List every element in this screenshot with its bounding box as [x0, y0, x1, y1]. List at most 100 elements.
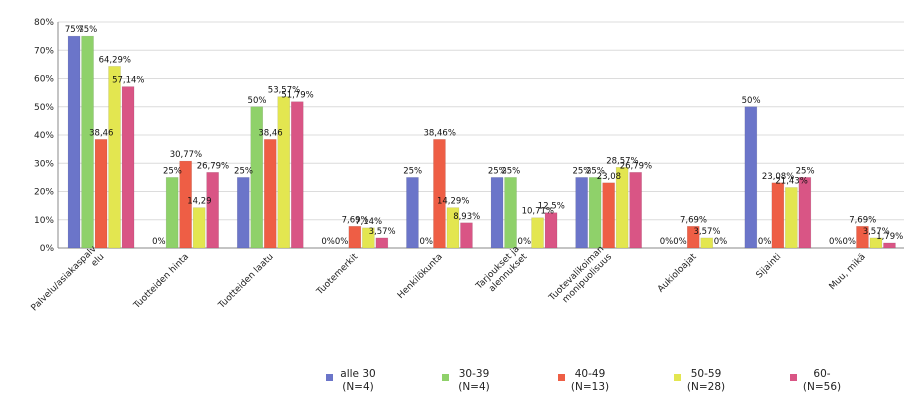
data-label: 26,79% — [197, 161, 229, 171]
data-label: 8,93% — [453, 212, 480, 222]
bar — [375, 237, 389, 249]
legend-label-line: (N=56) — [803, 381, 841, 393]
bar — [81, 35, 94, 249]
bars — [67, 35, 896, 249]
x-category-label: Tarjoukset jaalennukset — [474, 244, 530, 300]
legend-swatch — [558, 374, 565, 381]
bar — [785, 187, 798, 249]
legend-label-line: alle 30 — [340, 368, 375, 380]
legend-label-line: (N=4) — [458, 381, 490, 393]
bar — [206, 172, 219, 249]
bar — [883, 242, 896, 249]
data-label: 0% — [660, 237, 674, 247]
data-label: 28,57% — [606, 156, 638, 166]
bar — [544, 212, 558, 249]
data-label: 53,57% — [268, 86, 300, 96]
data-label: 14,29 — [187, 197, 211, 207]
legend-label-line: (N=28) — [687, 381, 725, 393]
data-label: 57,14% — [112, 76, 144, 86]
legend-label-line: 50-59 — [691, 368, 722, 380]
y-tick-label: 10% — [34, 216, 54, 226]
bar — [446, 207, 460, 249]
data-label: 25% — [234, 166, 253, 176]
bar — [165, 177, 179, 249]
legend-swatch — [442, 374, 449, 381]
data-label: 0% — [842, 237, 856, 247]
bar — [531, 217, 544, 249]
y-tick-label: 30% — [34, 159, 54, 169]
legend-label: alle 30 (N=4) — [340, 368, 375, 393]
bar — [700, 237, 714, 249]
legend-label-line: 60- — [813, 368, 830, 380]
data-label: 0% — [673, 237, 687, 247]
data-label: 0% — [335, 237, 349, 247]
x-category-label: Tuotteiden hinta — [131, 252, 191, 312]
data-label: 7,14% — [355, 217, 382, 227]
data-label: 0% — [518, 237, 532, 247]
legend-label-line: (N=13) — [571, 381, 609, 393]
data-label: 23,08 — [597, 172, 621, 182]
x-category-label: Aukioloajat — [656, 252, 699, 295]
data-label: 50% — [248, 96, 267, 106]
y-axis: 0% 10% 20% 30% 40% 50% 60% 70% 80% — [34, 18, 59, 254]
data-label: 25% — [572, 166, 591, 176]
data-label: 25% — [403, 166, 422, 176]
x-category-label-line: Tuotemerkit — [315, 252, 361, 298]
x-category-label: Muu, mikä — [828, 252, 868, 292]
data-label: 3,57% — [693, 227, 720, 237]
x-category-label-line: Tuotteiden hinta — [131, 252, 191, 312]
bar — [490, 177, 504, 249]
data-label: 10,71% — [522, 207, 554, 217]
y-tick-label: 60% — [34, 75, 54, 85]
data-label: 25% — [796, 166, 815, 176]
y-tick-label: 0% — [40, 244, 55, 254]
bar — [277, 96, 291, 249]
bar — [290, 101, 304, 249]
y-tick-label: 40% — [34, 131, 54, 141]
x-category-label: Palvelu/asiakaspalvelu — [30, 244, 107, 321]
legend: alle 30 (N=4)30-39 (N=4)40-49 (N=13)50-59 (N… — [326, 368, 841, 393]
bar — [263, 139, 277, 249]
y-tick-label: 20% — [34, 188, 54, 198]
x-category-label-line: Sijainti — [755, 252, 784, 281]
bar — [588, 177, 602, 249]
x-category-label: Henkilökunta — [396, 252, 445, 301]
data-label: 25% — [488, 166, 507, 176]
bar — [67, 35, 81, 249]
data-label: 25% — [501, 166, 520, 176]
x-category-label: Tuotemerkit — [315, 252, 361, 298]
data-label: 0% — [829, 237, 843, 247]
bar — [798, 177, 812, 249]
bar — [629, 172, 642, 249]
data-label: 25% — [163, 166, 182, 176]
legend-swatch — [326, 374, 333, 381]
data-label: 75% — [78, 25, 97, 35]
bar — [602, 182, 615, 249]
x-category-label: Tuotevalikoimanmonipuolisuus — [547, 244, 614, 311]
y-tick-label: 80% — [34, 18, 54, 28]
data-labels: 75%75% 38,46 64,29% 57,14% 0% 25% 30,77% 14,29 2… — [65, 25, 903, 247]
bar — [869, 237, 883, 249]
x-category-label-line: Aukioloajat — [656, 252, 699, 295]
legend-label: 30-39 (N=4) — [458, 368, 490, 393]
data-label: 26,79% — [620, 161, 652, 171]
bar — [94, 139, 108, 249]
data-label: 0% — [758, 237, 772, 247]
data-label: 7,69% — [849, 215, 876, 225]
x-category-label-line: Muu, mikä — [828, 252, 868, 292]
bar — [236, 177, 250, 249]
legend-label: 60-(N=56) — [803, 368, 841, 393]
data-label: 1,79% — [876, 232, 903, 242]
x-category-label: Sijainti — [755, 252, 784, 281]
bar — [250, 106, 264, 249]
legend-label: 40-49 (N=13) — [571, 368, 609, 393]
data-label: 0% — [152, 237, 166, 247]
data-label: 3,57% — [369, 227, 396, 237]
data-label: 50% — [742, 96, 761, 106]
legend-swatch — [790, 374, 797, 381]
bar — [121, 86, 135, 249]
bar — [179, 160, 192, 249]
x-category-label-line: Palvelu/asiakaspalv — [30, 244, 100, 314]
bar — [771, 182, 785, 249]
bar — [504, 177, 517, 249]
